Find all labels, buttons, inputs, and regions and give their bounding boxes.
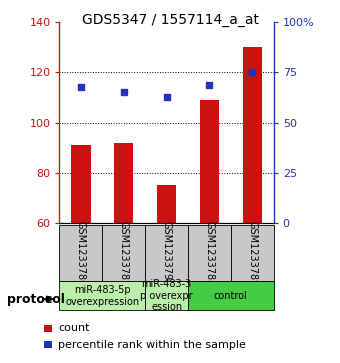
Bar — [59, 281, 145, 310]
Text: GSM1233788: GSM1233788 — [204, 221, 215, 286]
Text: percentile rank within the sample: percentile rank within the sample — [58, 340, 246, 350]
Text: GSM1233789: GSM1233789 — [247, 221, 257, 286]
Text: miR-483-3
p overexpr
ession: miR-483-3 p overexpr ession — [140, 279, 193, 313]
Bar — [114, 143, 133, 223]
Text: control: control — [214, 291, 248, 301]
Text: GSM1233786: GSM1233786 — [76, 221, 86, 286]
Text: GSM1233787: GSM1233787 — [119, 220, 129, 286]
Text: protocol: protocol — [7, 293, 65, 306]
Bar — [231, 225, 274, 281]
Text: GSM1233790: GSM1233790 — [162, 221, 172, 286]
Bar — [157, 185, 176, 223]
Bar — [102, 225, 145, 281]
Text: miR-483-5p
overexpression: miR-483-5p overexpression — [65, 285, 139, 307]
Bar — [59, 225, 102, 281]
Text: GDS5347 / 1557114_a_at: GDS5347 / 1557114_a_at — [82, 13, 258, 27]
Bar — [188, 281, 274, 310]
Bar — [188, 225, 231, 281]
Bar — [145, 225, 188, 281]
Bar — [145, 281, 188, 310]
Bar — [243, 47, 262, 223]
Bar — [200, 100, 219, 223]
Bar — [71, 145, 90, 223]
Text: count: count — [58, 323, 90, 333]
